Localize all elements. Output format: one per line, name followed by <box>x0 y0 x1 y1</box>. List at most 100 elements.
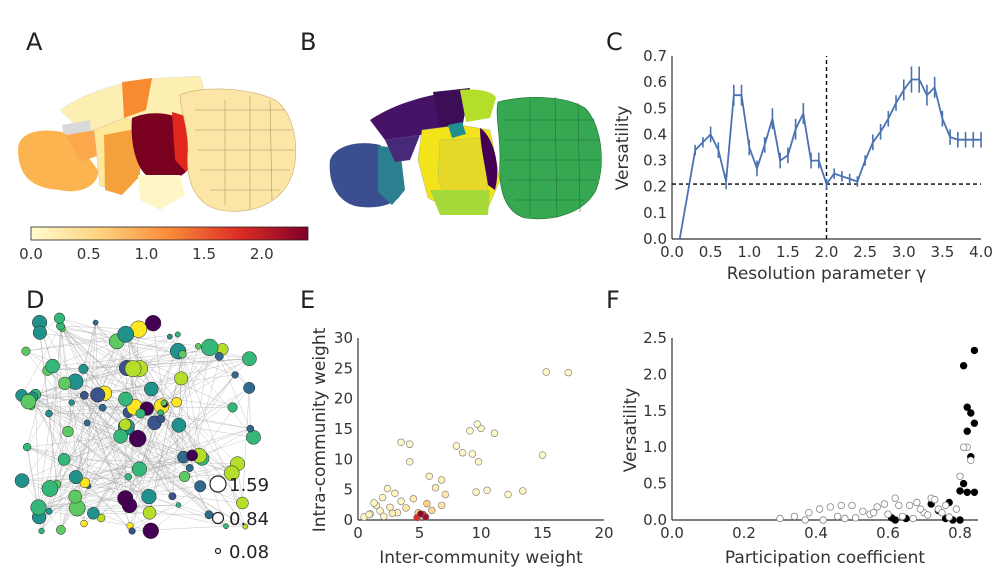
y-axis-label: Intra-community weight <box>310 327 330 532</box>
network-edge <box>39 322 150 497</box>
scatter-point <box>805 509 813 517</box>
scatter-point <box>504 490 512 499</box>
scatter-point <box>963 403 971 411</box>
network-node <box>56 525 66 535</box>
network-node <box>129 429 147 448</box>
x-tick-label: 4.0 <box>969 243 993 261</box>
x-tick-label: 1.5 <box>776 243 800 261</box>
network-node <box>204 510 214 520</box>
network-edge <box>191 347 210 456</box>
x-tick-label: 0.4 <box>804 524 828 542</box>
network-node <box>246 429 261 445</box>
y-axis-label: Versatility <box>613 106 633 191</box>
scatter-point <box>466 427 474 435</box>
x-tick-label: 1.0 <box>737 243 761 261</box>
scatter-point <box>790 512 799 521</box>
y-tick-label: 0.0 <box>643 511 667 529</box>
network-edge <box>181 351 193 456</box>
network-edge <box>25 351 164 404</box>
x-tick-label: 0.5 <box>699 243 723 261</box>
scatter-point <box>826 503 835 511</box>
size-legend: 1.59 0.84 0.08 <box>209 475 269 563</box>
x-tick-label: 0 <box>353 524 363 542</box>
network-node <box>80 519 88 528</box>
network-node <box>141 488 157 505</box>
network-edge <box>77 395 85 509</box>
scatter-point <box>970 419 979 427</box>
network-edge <box>95 322 246 527</box>
scatter-point <box>884 510 892 518</box>
scatter-point <box>431 484 440 492</box>
network-edge <box>27 436 121 448</box>
panel-label-f: F <box>606 286 620 314</box>
network-edge <box>48 407 103 414</box>
network-edge <box>150 463 238 531</box>
panel-label-e: E <box>300 286 315 314</box>
x-axis-label: Participation coefficient <box>725 548 925 568</box>
network-edge <box>127 337 203 459</box>
network-node <box>121 497 138 514</box>
panel-label-a: A <box>26 28 43 56</box>
panel-label-b: B <box>300 28 316 56</box>
network-node <box>22 442 32 452</box>
network-edge <box>62 328 129 477</box>
panel-label-d: D <box>26 286 44 314</box>
y-tick-label: 0.3 <box>643 152 667 170</box>
scatter-point <box>428 506 436 514</box>
x-tick-label: 10 <box>471 524 490 542</box>
network-edge <box>139 358 250 369</box>
scatter-point <box>873 503 881 511</box>
network-edge <box>131 334 178 532</box>
scatter-point <box>458 449 467 457</box>
network-node <box>57 453 71 466</box>
x-tick-label: 2.0 <box>815 243 839 261</box>
x-tick-label: 3.0 <box>892 243 916 261</box>
scatter-point <box>895 501 903 510</box>
x-tick-label: 5 <box>415 524 425 542</box>
network-edge <box>75 341 117 478</box>
network-edge <box>60 325 203 459</box>
size-legend-circle <box>211 511 225 525</box>
network-node <box>118 391 133 407</box>
network-edge <box>21 476 185 481</box>
network-node <box>156 414 166 424</box>
network-edge <box>129 374 236 506</box>
scatter-point <box>542 368 550 376</box>
network-edge <box>178 425 254 438</box>
scatter-point <box>397 438 405 446</box>
x-tick-label: 20 <box>594 524 613 542</box>
network-edge <box>219 356 254 438</box>
network-edge <box>95 322 98 395</box>
network-edge <box>71 402 140 470</box>
scatter-point <box>483 486 491 494</box>
network-edge <box>242 387 250 504</box>
y-tick-label: 0 <box>343 511 353 529</box>
network-node <box>185 464 194 472</box>
network-node <box>20 393 37 410</box>
scatter-point <box>869 509 878 517</box>
network-node <box>171 397 182 408</box>
network-edge <box>49 325 61 489</box>
y-tick-label: 0.2 <box>643 178 667 196</box>
network-edge <box>52 365 150 513</box>
scatter-point <box>891 494 899 502</box>
network-edge <box>189 349 223 469</box>
scatter-point <box>848 501 856 510</box>
scatter-point <box>370 499 378 507</box>
x-tick-label: 3.5 <box>930 243 954 261</box>
scatter-point <box>519 487 527 495</box>
network-node <box>117 325 135 343</box>
network-edge <box>27 446 140 470</box>
network-edge <box>75 456 184 478</box>
network-node <box>14 473 30 488</box>
network-edge <box>56 484 130 506</box>
network-node <box>224 465 240 481</box>
colorbar-tick: 0.0 <box>19 245 43 263</box>
y-tick-label: 0.5 <box>643 475 667 493</box>
network-node <box>90 387 106 403</box>
scatter-point <box>815 505 824 513</box>
scatter-point <box>490 429 499 437</box>
size-legend-label: 0.84 <box>229 509 269 530</box>
y-tick-label: 0.5 <box>643 99 667 117</box>
